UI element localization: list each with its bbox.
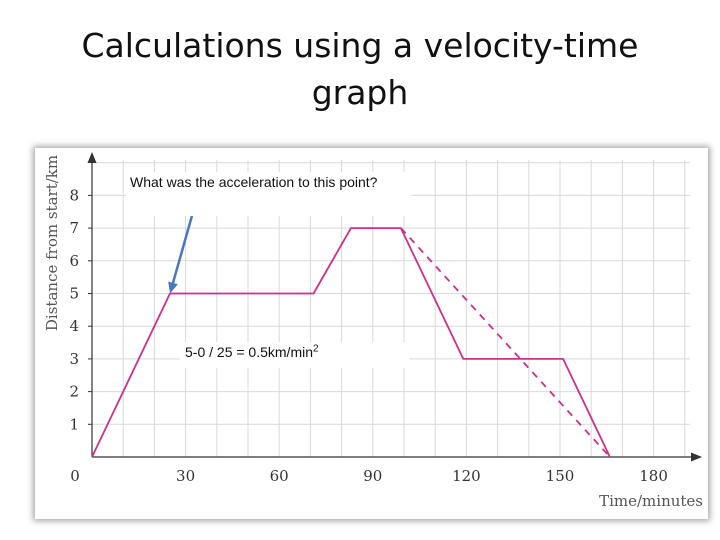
y-tick-label: 2 bbox=[69, 383, 79, 401]
title-line-1: Calculations using a velocity-time bbox=[81, 26, 639, 65]
answer-exponent: 2 bbox=[313, 343, 319, 355]
x-tick-label: 150 bbox=[546, 467, 575, 485]
y-tick-label: 4 bbox=[69, 317, 79, 335]
x-tick-label: 120 bbox=[452, 467, 481, 485]
answer-callout: 5-0 / 25 = 0.5km/min2 bbox=[180, 342, 410, 368]
x-tick-label: 90 bbox=[363, 467, 382, 485]
x-tick-label: 0 bbox=[70, 467, 80, 485]
chart-axes bbox=[87, 152, 702, 462]
title-line-2: graph bbox=[311, 73, 409, 112]
chart-tick-labels: 0 30 60 90 120 150 180 1 2 3 4 5 6 7 8 bbox=[69, 186, 667, 485]
chart-series bbox=[91, 227, 611, 458]
y-axis-arrowhead bbox=[87, 152, 97, 163]
annotation-arrow-group bbox=[168, 204, 197, 294]
x-tick-label: 60 bbox=[270, 467, 289, 485]
x-axis-label: Time/minutes bbox=[599, 492, 703, 510]
y-tick-label: 8 bbox=[69, 186, 79, 204]
y-tick-label: 1 bbox=[69, 415, 79, 433]
answer-text: 5-0 / 25 = 0.5km/min bbox=[185, 344, 314, 360]
question-callout: What was the acceleration to this point? bbox=[126, 172, 411, 216]
dashed-series-line bbox=[400, 227, 611, 458]
y-tick-label: 7 bbox=[69, 219, 79, 237]
annotation-arrow-shaft bbox=[171, 204, 197, 284]
x-tick-label: 30 bbox=[176, 467, 195, 485]
y-tick-label: 5 bbox=[69, 285, 79, 303]
solid-series-line bbox=[91, 227, 611, 458]
x-axis-arrowhead bbox=[691, 452, 702, 462]
x-tick-label: 180 bbox=[639, 467, 668, 485]
y-tick-label: 3 bbox=[69, 350, 79, 368]
slide-title: Calculations using a velocity-time graph bbox=[0, 22, 720, 116]
y-tick-label: 6 bbox=[69, 252, 79, 270]
y-axis-label: Distance from start/km bbox=[43, 155, 61, 331]
annotation-arrowhead bbox=[168, 281, 178, 294]
